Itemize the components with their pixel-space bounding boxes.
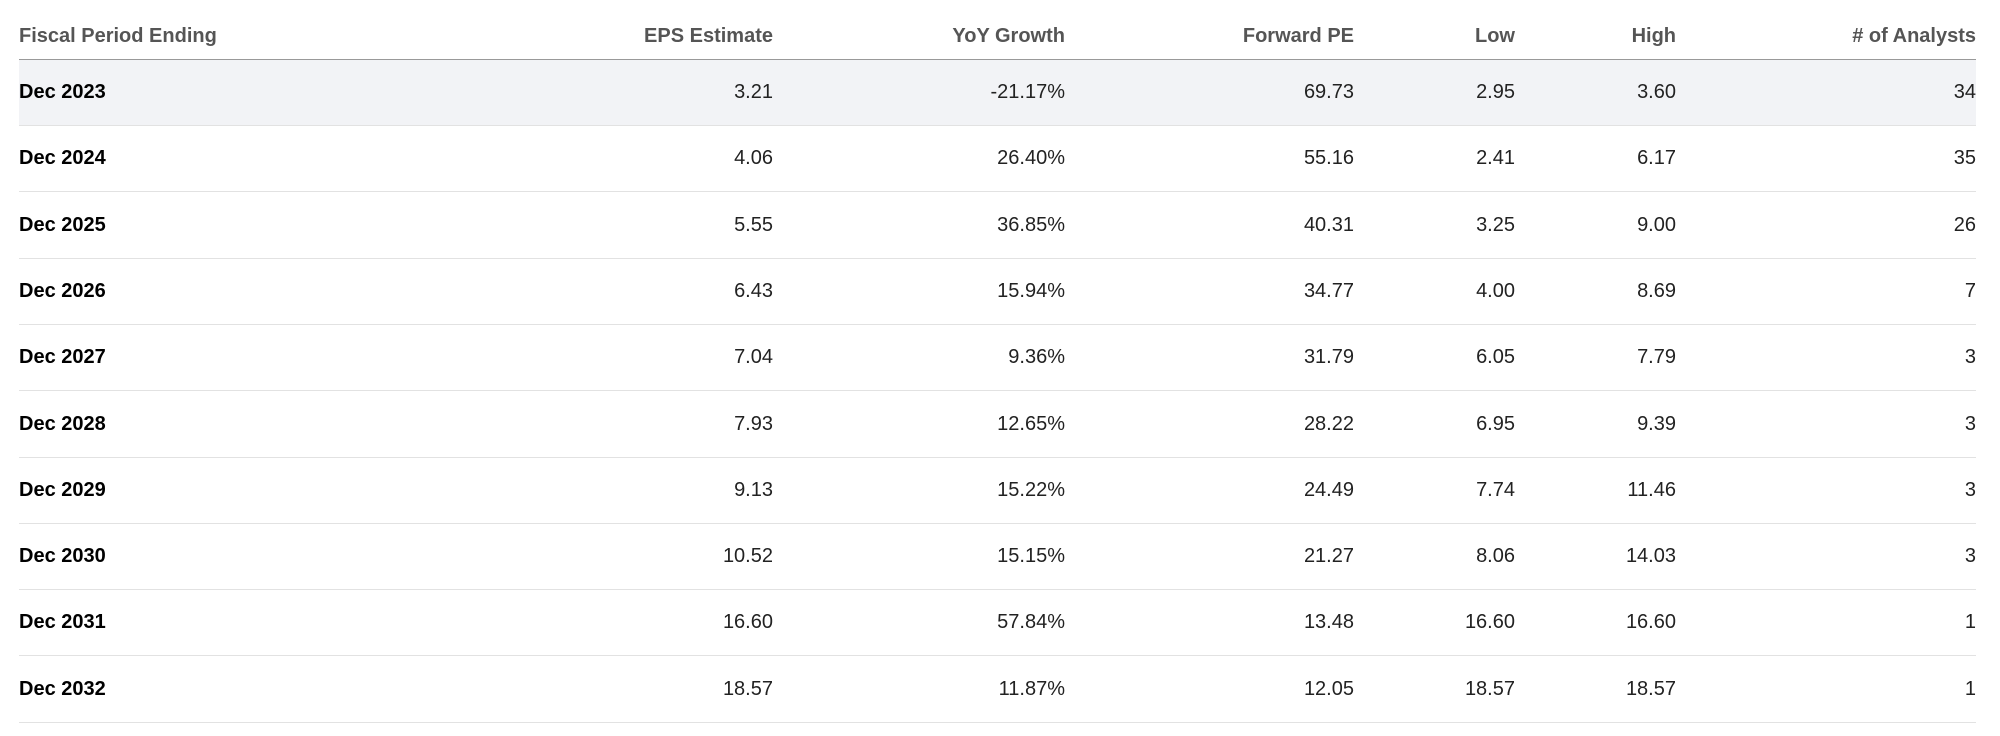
value-cell: 18.57	[1625, 677, 1676, 700]
value-cell: 34.77	[1303, 279, 1354, 302]
table-row[interactable]: Dec 2030 10.52 15.15% 21.27 8.06 14.03 3	[19, 524, 1976, 591]
value-cell: 69.73	[1303, 81, 1354, 103]
value-cell: 3.21	[734, 81, 773, 103]
value-cell: 15.94%	[997, 279, 1065, 302]
value-cell: 6.17	[1637, 147, 1676, 170]
value-cell: 4.06	[734, 147, 773, 170]
period-cell: Dec 2025	[19, 213, 106, 236]
column-header[interactable]: # of Analysts	[1852, 25, 1976, 47]
value-cell: 28.22	[1303, 412, 1354, 435]
value-cell: 6.05	[1476, 346, 1515, 369]
value-cell: 9.39	[1637, 412, 1676, 435]
value-cell: 5.55	[734, 213, 773, 236]
table-row[interactable]: Dec 2025 5.55 36.85% 40.31 3.25 9.00 26	[19, 193, 1976, 259]
period-cell: Dec 2023	[19, 81, 106, 103]
value-cell: 2.95	[1476, 81, 1515, 103]
value-cell: 3.25	[1476, 213, 1515, 236]
column-header[interactable]: EPS Estimate	[644, 25, 773, 47]
value-cell: 10.52	[722, 545, 773, 568]
value-cell: 57.84%	[997, 611, 1065, 634]
table-row[interactable]: Dec 2024 4.06 26.40% 55.16 2.41 6.17 35	[19, 126, 1976, 193]
value-cell: 16.60	[1625, 611, 1676, 634]
value-cell: 40.31	[1303, 213, 1354, 236]
period-cell: Dec 2029	[19, 478, 106, 501]
value-cell: 36.85%	[997, 213, 1065, 236]
value-cell: 3	[1964, 346, 1976, 369]
value-cell: 3	[1964, 478, 1976, 501]
period-cell: Dec 2031	[19, 611, 106, 634]
value-cell: 9.13	[734, 478, 773, 501]
period-cell: Dec 2027	[19, 346, 106, 369]
value-cell: 18.57	[1464, 677, 1515, 700]
table-row[interactable]: Dec 2027 7.04 9.36% 31.79 6.05 7.79 3	[19, 325, 1976, 392]
period-cell: Dec 2032	[19, 677, 106, 700]
period-cell: Dec 2030	[19, 545, 106, 568]
value-cell: 1	[1964, 611, 1976, 634]
value-cell: 3.60	[1637, 81, 1676, 103]
table-row[interactable]: Dec 2031 16.60 57.84% 13.48 16.60 16.60 1	[19, 590, 1976, 657]
value-cell: 13.48	[1303, 611, 1354, 634]
value-cell: 35	[1953, 147, 1976, 170]
value-cell: 16.60	[722, 611, 773, 634]
value-cell: 7.93	[734, 412, 773, 435]
value-cell: 3	[1964, 545, 1976, 568]
value-cell: 6.95	[1476, 412, 1515, 435]
period-cell: Dec 2028	[19, 412, 106, 435]
value-cell: 11.46	[1627, 478, 1676, 501]
column-header[interactable]: Fiscal Period Ending	[19, 25, 217, 47]
value-cell: -21.17%	[990, 81, 1066, 103]
column-header[interactable]: Forward PE	[1242, 25, 1354, 47]
value-cell: 1	[1964, 677, 1976, 700]
value-cell: 11.87%	[998, 677, 1065, 700]
value-cell: 21.27	[1303, 545, 1354, 568]
value-cell: 55.16	[1303, 147, 1354, 170]
value-cell: 18.57	[722, 677, 773, 700]
value-cell: 9.00	[1637, 213, 1676, 236]
value-cell: 24.49	[1303, 478, 1354, 501]
value-cell: 8.69	[1637, 279, 1676, 302]
column-header[interactable]: YoY Growth	[952, 25, 1065, 47]
value-cell: 12.65%	[997, 412, 1065, 435]
value-cell: 15.22%	[997, 478, 1065, 501]
value-cell: 15.15%	[997, 545, 1065, 568]
table-row[interactable]: Dec 2032 18.57 11.87% 12.05 18.57 18.57 1	[19, 657, 1976, 723]
value-cell: 16.60	[1464, 611, 1515, 634]
table-row[interactable]: Dec 2028 7.93 12.65% 28.22 6.95 9.39 3	[19, 392, 1976, 458]
table-row[interactable]: Dec 2029 9.13 15.22% 24.49 7.74 11.46 3	[19, 458, 1976, 524]
column-header[interactable]: Low	[1475, 25, 1515, 47]
value-cell: 6.43	[734, 279, 773, 302]
period-cell: Dec 2024	[19, 147, 106, 170]
table-row[interactable]: Dec 2023 3.21 -21.17% 69.73 2.95 3.60 34	[19, 60, 1976, 126]
value-cell: 7.04	[734, 346, 773, 369]
value-cell: 12.05	[1303, 677, 1354, 700]
period-cell: Dec 2026	[19, 279, 106, 302]
value-cell: 4.00	[1476, 279, 1515, 302]
value-cell: 26.40%	[997, 147, 1065, 170]
column-header[interactable]: High	[1631, 25, 1676, 47]
value-cell: 34	[1953, 81, 1976, 103]
value-cell: 14.03	[1625, 545, 1676, 568]
value-cell: 26	[1953, 213, 1976, 236]
value-cell: 7	[1964, 279, 1976, 302]
header-row: Fiscal Period Ending EPS Estimate YoY Grow…	[19, 14, 1976, 60]
value-cell: 7.79	[1637, 346, 1676, 369]
value-cell: 7.74	[1476, 478, 1515, 501]
table-row[interactable]: Dec 2026 6.43 15.94% 34.77 4.00 8.69 7	[19, 259, 1976, 325]
value-cell: 31.79	[1303, 346, 1354, 369]
value-cell: 8.06	[1476, 545, 1515, 568]
value-cell: 9.36%	[1008, 346, 1065, 369]
value-cell: 3	[1964, 412, 1976, 435]
value-cell: 2.41	[1476, 147, 1515, 170]
